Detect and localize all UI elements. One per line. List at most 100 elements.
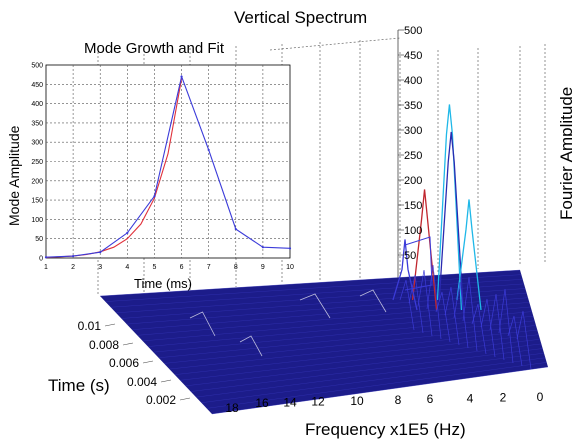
spectrum-y-tick-mark: [122, 342, 134, 346]
inset-x-tick: 10: [286, 264, 294, 271]
spectrum-mesh-line: [471, 303, 487, 355]
spectrum-y-tick: 0.002: [146, 393, 176, 407]
spectrum-z-tick: 150: [404, 200, 422, 212]
spectrum-x-tick: 18: [225, 401, 239, 415]
spectrum-floor-texture: [99, 269, 549, 415]
spectrum-mesh-line: [507, 315, 523, 367]
spectrum-mesh-line: [399, 279, 415, 331]
spectrum-floor-line: [99, 269, 521, 297]
spectrum-title: Vertical Spectrum: [234, 8, 367, 27]
inset-data-point: [153, 195, 156, 198]
inset-y-tick: 50: [35, 236, 43, 243]
spectrum-peak-line: [392, 239, 418, 311]
spectrum-floor-line: [153, 315, 534, 353]
inset-y-tick: 150: [31, 198, 43, 205]
inset-y-tick: 0: [39, 256, 43, 263]
spectrum-floor-line: [105, 274, 522, 302]
spectrum-peak-line: [436, 104, 463, 311]
inset-y-tick: 450: [31, 82, 43, 89]
spectrum-y-tick: 0.008: [89, 338, 119, 352]
inset-x-tick: 4: [125, 264, 129, 271]
inset-x-tick: 8: [234, 264, 238, 271]
spectrum-x-tick: 6: [427, 392, 434, 406]
spectrum-peak-line: [438, 131, 464, 311]
spectrum-floor-ripple: [299, 293, 331, 319]
spectrum-x-tick: 8: [395, 393, 402, 407]
spectrum-floor-line: [211, 366, 549, 415]
inset-data-point: [126, 231, 129, 235]
spectrum-peak-line: [456, 199, 482, 311]
spectrum-mesh-line: [417, 269, 433, 337]
spectrum-mesh-line: [498, 288, 514, 364]
spectrum-z-tick: 450: [404, 50, 422, 62]
spectrum-floor-line: [126, 292, 527, 325]
inset-y-tick: 200: [31, 178, 43, 185]
inset-series: [44, 74, 292, 259]
inset-x-tick: 9: [261, 264, 265, 271]
inset-data-point: [72, 254, 75, 258]
spectrum-floor-ripple: [359, 289, 387, 313]
spectrum-mesh-line: [462, 276, 478, 352]
inset-grid: [46, 65, 290, 258]
spectrum-z-tick: 50: [404, 250, 416, 262]
spectrum-floor-line: [163, 325, 537, 364]
inset-y-label: Mode Amplitude: [6, 125, 22, 226]
spectrum-floor-line: [179, 339, 541, 381]
spectrum-y-tick: 0.006: [109, 356, 139, 370]
spectrum-mesh-line: [426, 264, 442, 340]
spectrum-floor-line: [185, 343, 542, 387]
spectrum-floor-line: [201, 357, 546, 404]
inset-y-tick: 500: [31, 63, 43, 70]
inset-data-point: [99, 251, 102, 254]
spectrum-back-line: [269, 37, 401, 51]
spectrum-lines: [392, 104, 532, 370]
inset-data-point: [180, 75, 183, 78]
inset-x-tick: 6: [180, 264, 184, 271]
spectrum-floor-line: [147, 311, 533, 347]
inset-data-point: [261, 246, 264, 249]
spectrum-y-tick-mark: [142, 360, 154, 364]
inset-y-tick: 300: [31, 140, 43, 147]
spectrum-mesh-line: [453, 281, 469, 349]
spectrum-x-tick: 0: [537, 390, 544, 404]
spectrum-y-tick: 0.01: [78, 319, 102, 333]
spectrum-z-label: Fourier Amplitude: [557, 87, 572, 220]
inset-x-tick: 3: [98, 264, 102, 271]
inset-y-tick: 100: [31, 217, 43, 224]
inset-title: Mode Growth and Fit: [84, 40, 225, 57]
spectrum-x-tick: 14: [283, 395, 297, 409]
inset-series-line: [45, 74, 291, 258]
spectrum-floor-line: [110, 278, 523, 308]
spectrum-z-tick: 400: [404, 75, 422, 87]
inset-x-label: Time (ms): [134, 276, 192, 291]
spectrum-z-tick: 250: [404, 150, 422, 162]
spectrum-mesh-line: [408, 274, 424, 334]
spectrum-z-tick: 300: [404, 125, 422, 137]
spectrum-x-tick: 2: [500, 391, 507, 405]
inset-data-point: [288, 247, 292, 250]
spectrum-z-tick: 200: [404, 175, 422, 187]
spectrum-floor-line: [115, 283, 525, 314]
inset-y-tick: 350: [31, 120, 43, 127]
spectrum-x-tick: 4: [467, 391, 474, 405]
spectrum-x-tick: 10: [350, 394, 364, 408]
inset-tick-labels: 1 2 3 4 5 6 7 8 9 1005010015020025030035040045050…: [31, 63, 294, 272]
spectrum-z-tick: 350: [404, 100, 422, 112]
spectrum-y-tick-mark: [104, 323, 116, 327]
spectrum-x-tick: 12: [311, 395, 325, 409]
spectrum-floor-ripple: [189, 311, 216, 337]
spectrum-mesh-line: [435, 291, 451, 343]
inset-x-tick: 5: [152, 264, 156, 271]
inset-x-tick: 2: [71, 264, 75, 271]
spectrum-x-label: Frequency x1E5 (Hz): [305, 420, 466, 439]
mode-growth-chart: 1 2 3 4 5 6 7 8 9 1005010015020025030035040045050…: [6, 40, 294, 291]
spectrum-y-tick-mark: [160, 379, 172, 383]
spectrum-mesh-line: [516, 310, 532, 370]
spectrum-floor-line: [169, 329, 538, 370]
inset-data-point: [44, 256, 48, 259]
inset-data-point: [234, 227, 237, 231]
inset-x-tick: 1: [44, 264, 48, 271]
